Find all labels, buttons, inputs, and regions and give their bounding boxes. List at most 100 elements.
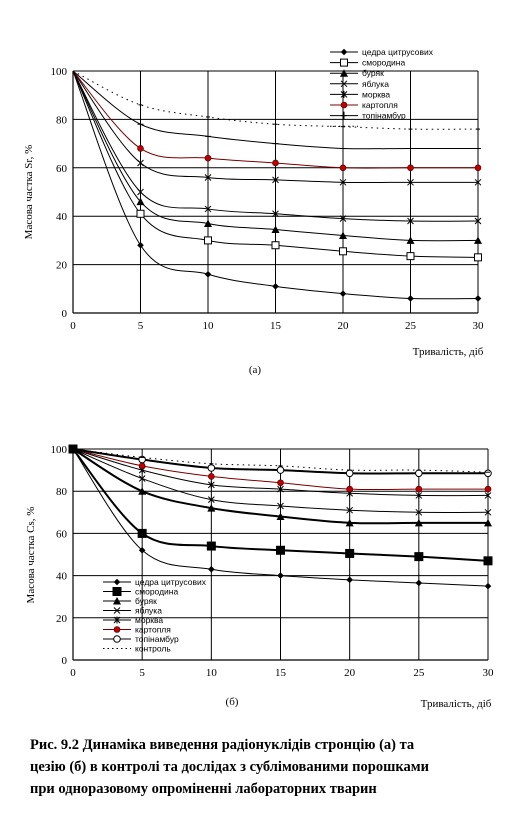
- legend-marker: [113, 635, 121, 643]
- series-3: [72, 70, 482, 244]
- caption-line-1: Рис. 9.2 Динаміка виведення радіонукліді…: [30, 737, 415, 753]
- data-point: [346, 576, 353, 584]
- data-point: [204, 219, 212, 227]
- data-point: [138, 475, 146, 482]
- data-point: [414, 518, 423, 527]
- data-point: [483, 556, 493, 566]
- data-point: [204, 154, 212, 162]
- legend-marker: [340, 80, 348, 88]
- legend-marker: [341, 111, 347, 120]
- series-8: [72, 448, 490, 473]
- data-point: [340, 144, 346, 153]
- legend-marker: [340, 69, 348, 77]
- series-5: [72, 70, 482, 186]
- data-point: [346, 506, 354, 514]
- legend-marker: [113, 597, 121, 605]
- data-point: [271, 241, 280, 250]
- y-tick-label: 80: [56, 486, 68, 498]
- legend-label: буряк: [362, 68, 384, 78]
- chart0-legend: цедра цитрусовихсмородинабурякяблукаморк…: [330, 47, 434, 127]
- legend-label: яблука: [362, 79, 389, 89]
- legend-label: смородина: [135, 587, 178, 597]
- x-tick-label: 20: [338, 320, 350, 332]
- data-point: [137, 145, 144, 152]
- data-point: [484, 485, 492, 493]
- chart1-y-axis-title: Масова частка Cs, %: [25, 507, 37, 604]
- y-tick-label: 60: [56, 163, 68, 175]
- legend-marker: [113, 616, 121, 624]
- y-tick-label: 100: [51, 66, 68, 78]
- x-tick-label: 25: [405, 320, 417, 332]
- data-point: [407, 217, 414, 225]
- series-6: [72, 448, 492, 493]
- x-tick-label: 15: [270, 320, 282, 332]
- legend-label: картопля: [135, 625, 171, 635]
- data-point: [137, 159, 144, 167]
- data-point: [345, 548, 355, 558]
- y-tick-label: 20: [56, 260, 68, 272]
- data-point: [484, 491, 492, 499]
- chart1-panel-label: (б): [226, 696, 239, 708]
- data-point: [276, 545, 285, 555]
- data-point: [208, 473, 215, 480]
- data-point: [415, 485, 423, 493]
- y-tick-label: 60: [56, 528, 68, 540]
- data-point: [271, 225, 280, 234]
- chart0-x-axis-title: Тривалість, діб: [413, 346, 484, 358]
- data-point: [475, 144, 481, 153]
- legend-label: топінамбур: [362, 111, 406, 121]
- legend-marker: [113, 578, 121, 586]
- legend-label: цедра цитрусових: [135, 577, 207, 587]
- series-1: [72, 70, 482, 302]
- x-tick-label: 0: [70, 320, 76, 332]
- series-4: [72, 448, 492, 516]
- data-point: [414, 552, 424, 562]
- data-point: [137, 120, 144, 129]
- data-point: [138, 462, 146, 470]
- legend-marker: [340, 58, 348, 67]
- data-point: [138, 546, 146, 554]
- figure-caption: Рис. 9.2 Динаміка виведення радіонукліді…: [30, 734, 520, 800]
- x-tick-label: 20: [344, 667, 356, 679]
- data-point: [339, 178, 347, 186]
- data-point: [137, 241, 144, 249]
- data-point: [277, 572, 284, 579]
- data-point: [339, 164, 347, 172]
- data-point: [136, 209, 145, 218]
- y-tick-label: 0: [62, 308, 68, 320]
- data-point: [339, 231, 347, 240]
- y-tick-label: 40: [56, 211, 68, 223]
- data-point: [345, 469, 354, 478]
- data-point: [474, 236, 482, 244]
- data-point: [207, 481, 215, 489]
- data-point: [272, 210, 279, 218]
- series-3: [72, 448, 492, 527]
- data-point: [474, 253, 482, 262]
- data-point: [406, 252, 415, 261]
- x-tick-label: 25: [413, 667, 425, 679]
- data-point: [415, 469, 423, 478]
- data-point: [407, 178, 414, 186]
- series-2: [72, 70, 482, 262]
- series-6: [72, 70, 482, 172]
- data-point: [272, 139, 279, 148]
- legend-marker: [340, 90, 348, 98]
- chart-strontium: 0 5 10 15 20 25 30 0 20 40 60 80 100 Тривалість, діб М…: [23, 47, 484, 376]
- data-point: [339, 247, 347, 256]
- data-point: [484, 469, 492, 478]
- data-point: [138, 487, 147, 495]
- data-point: [276, 466, 285, 474]
- data-point: [415, 508, 423, 516]
- data-point: [207, 504, 216, 512]
- data-point: [407, 295, 414, 302]
- legend-marker: [340, 48, 348, 56]
- data-point: [204, 236, 212, 245]
- data-point: [474, 217, 482, 225]
- x-tick-label: 5: [139, 667, 145, 679]
- legend-marker: [112, 587, 122, 596]
- data-point: [474, 164, 482, 172]
- data-point: [339, 290, 347, 297]
- x-tick-label: 0: [70, 667, 76, 679]
- caption-line-3: при одноразовому опроміненні лабораторни…: [30, 781, 377, 797]
- data-point: [137, 528, 147, 538]
